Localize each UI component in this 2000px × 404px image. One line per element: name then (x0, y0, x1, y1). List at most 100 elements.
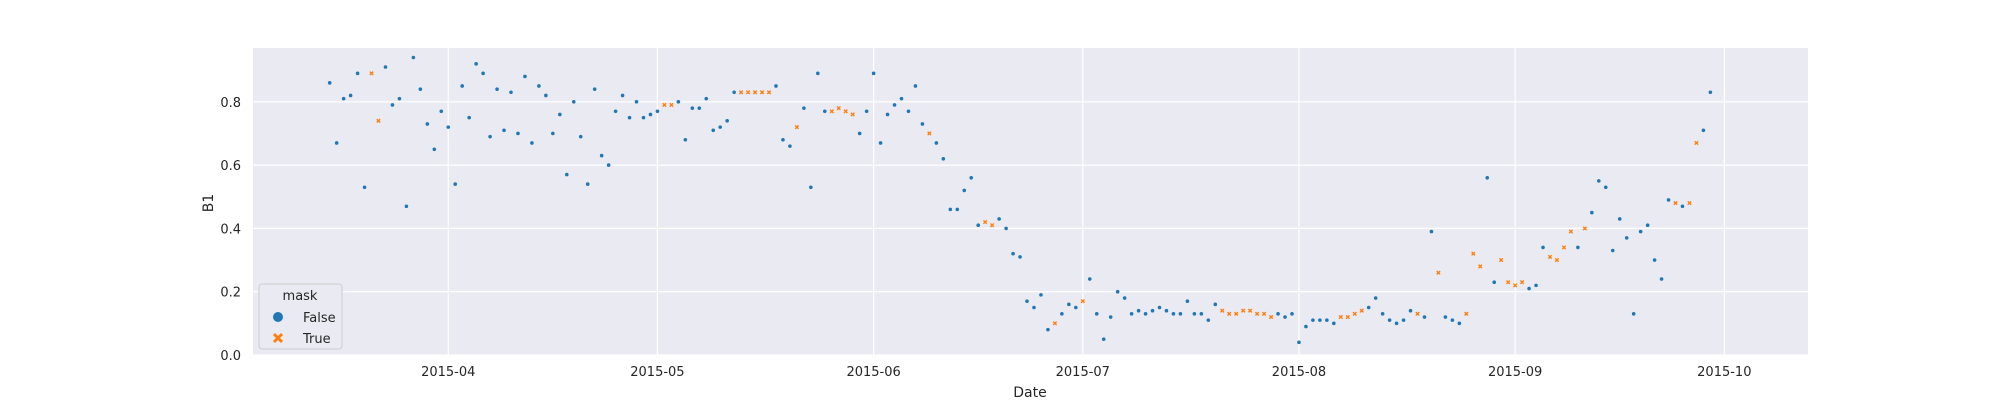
point-mask-false (1373, 296, 1378, 300)
point-mask-true (1338, 314, 1343, 320)
plot-area (253, 48, 1808, 355)
point-mask-false (327, 81, 332, 85)
point-mask-false (1401, 318, 1406, 322)
point-mask-false (1178, 312, 1183, 316)
point-mask-false (432, 147, 437, 152)
point-mask-false (1590, 210, 1594, 215)
point-mask-false (1527, 286, 1531, 291)
point-mask-false (955, 207, 960, 212)
point-mask-false (697, 106, 702, 110)
point-mask-false (1366, 305, 1371, 310)
point-mask-false (564, 172, 569, 177)
point-mask-false (481, 71, 485, 76)
point-mask-false (502, 128, 506, 133)
point-mask-false (523, 74, 527, 79)
point-mask-true (1345, 314, 1350, 320)
point-mask-false (1408, 308, 1413, 313)
point-mask-false (676, 100, 681, 104)
point-mask-false (683, 137, 688, 142)
point-mask-false (348, 93, 353, 98)
point-mask-false (1185, 299, 1190, 303)
point-mask-false (1638, 229, 1643, 234)
point-mask-true (1687, 200, 1692, 206)
point-mask-false (634, 100, 639, 104)
x-tick-label: 2015-09 (1488, 365, 1542, 380)
point-mask-false (1387, 318, 1392, 322)
point-mask-true (1498, 257, 1504, 263)
point-mask-false (1290, 312, 1294, 316)
point-mask-false (1192, 312, 1197, 316)
point-mask-false (1150, 308, 1155, 313)
point-mask-false (571, 100, 576, 104)
point-mask-true (1471, 251, 1476, 256)
point-mask-true (843, 109, 848, 114)
point-mask-false (1332, 321, 1336, 326)
point-mask-true (1240, 308, 1246, 313)
point-mask-true (1561, 245, 1567, 250)
point-mask-true (1505, 280, 1511, 285)
point-mask-false (1164, 308, 1169, 313)
point-mask-true (1254, 311, 1260, 317)
point-mask-true (1080, 299, 1085, 304)
point-mask-false (1087, 277, 1092, 281)
point-mask-false (446, 125, 451, 129)
point-mask-false (1603, 185, 1608, 190)
point-mask-false (627, 115, 632, 120)
point-mask-true (376, 118, 381, 123)
point-mask-false (1541, 245, 1545, 250)
point-mask-false (1485, 175, 1490, 180)
point-mask-true (738, 90, 744, 95)
point-mask-false (906, 109, 911, 114)
point-mask-true (1359, 308, 1364, 313)
point-mask-false (1394, 321, 1399, 326)
x-tick-label: 2015-08 (1272, 365, 1326, 380)
point-mask-false (725, 118, 729, 123)
point-mask-false (537, 84, 541, 88)
point-mask-false (334, 141, 339, 145)
point-mask-false (418, 87, 423, 91)
point-mask-false (606, 163, 611, 167)
point-mask-false (1094, 312, 1099, 316)
point-mask-false (1666, 198, 1671, 202)
y-tick-label: 0.4 (220, 222, 241, 237)
point-mask-false (920, 122, 925, 126)
point-mask-true (836, 105, 841, 111)
point-mask-false (1311, 318, 1315, 322)
legend-title: mask (283, 289, 318, 304)
y-tick-label: 0.2 (220, 286, 241, 301)
point-mask-true (1227, 311, 1232, 317)
point-mask-false (802, 106, 806, 110)
point-mask-false (488, 134, 492, 139)
point-mask-true (1694, 140, 1699, 146)
point-mask-true (989, 223, 995, 228)
point-mask-false (1422, 315, 1427, 319)
point-mask-false (732, 90, 736, 95)
point-mask-false (1304, 324, 1308, 329)
point-mask-false (781, 137, 785, 142)
point-mask-false (1610, 248, 1615, 253)
legend: mask False True (258, 283, 343, 350)
point-mask-false (404, 204, 409, 209)
point-mask-true (1234, 311, 1239, 317)
point-mask-false (1213, 302, 1218, 307)
point-mask-false (1659, 277, 1664, 281)
point-mask-false (1039, 293, 1043, 297)
point-mask-false (648, 112, 653, 117)
point-mask-false (1443, 315, 1448, 319)
point-mask-false (613, 109, 618, 114)
point-mask-false (558, 112, 562, 117)
point-mask-true (369, 71, 374, 76)
point-mask-false (1534, 283, 1538, 288)
point-mask-false (1011, 251, 1015, 256)
point-mask-false (871, 71, 876, 76)
y-tick-label: 0.6 (220, 159, 241, 174)
point-mask-false (774, 84, 778, 88)
x-tick-label: 2015-05 (630, 365, 684, 380)
point-mask-false (857, 131, 862, 136)
point-mask-false (1645, 223, 1650, 228)
point-mask-false (1652, 258, 1657, 262)
point-mask-false (1283, 315, 1287, 319)
point-mask-false (1157, 305, 1162, 310)
point-mask-false (1108, 315, 1113, 319)
